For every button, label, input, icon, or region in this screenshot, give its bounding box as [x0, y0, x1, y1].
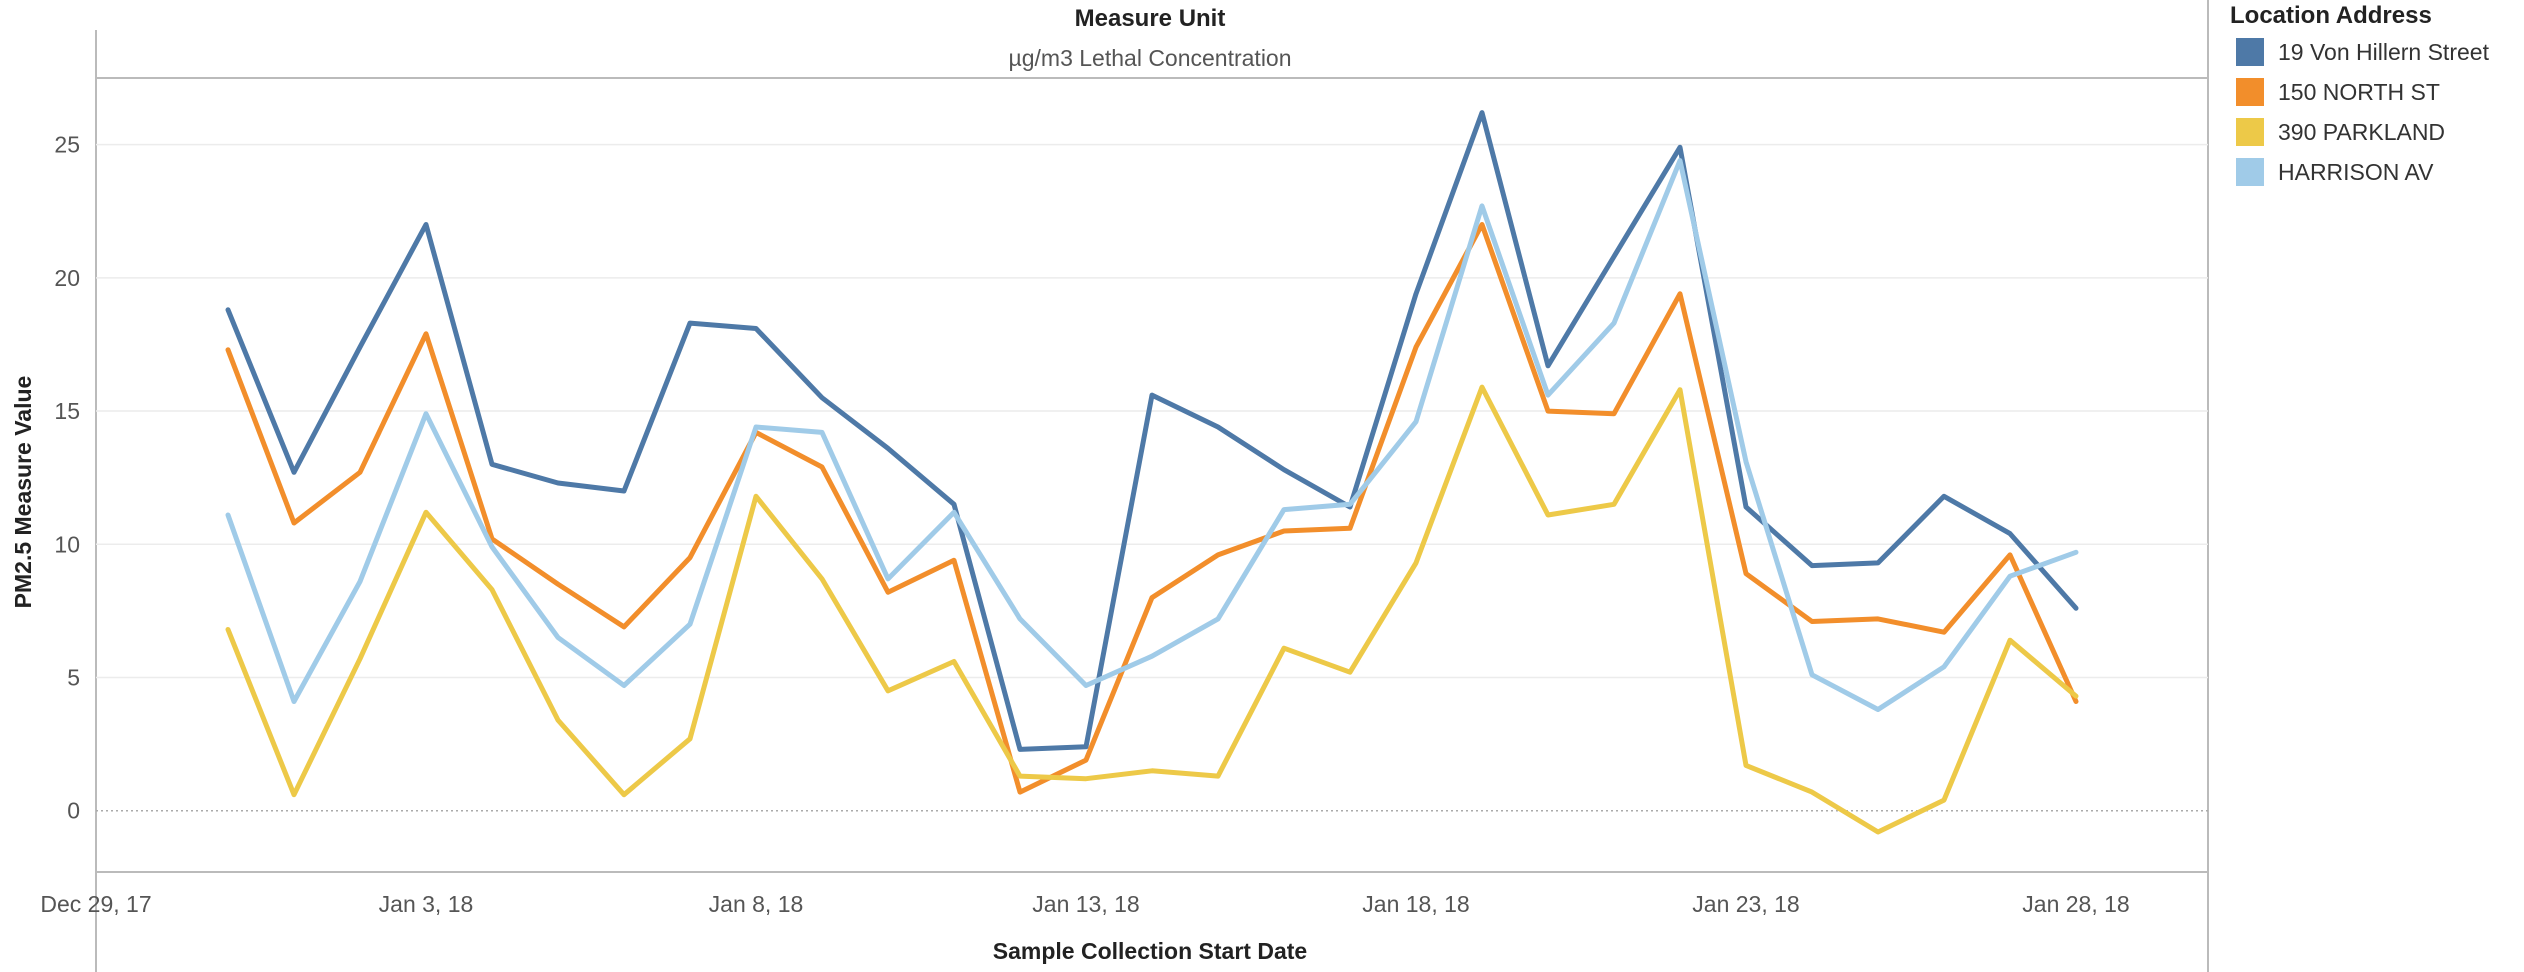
x-tick-label: Jan 8, 18: [709, 891, 804, 917]
legend-swatch: [2236, 38, 2264, 66]
legend: Location Address 19 Von Hillern Street 15…: [2230, 0, 2520, 192]
y-tick-label: 5: [67, 664, 80, 690]
x-tick-label: Jan 13, 18: [1032, 891, 1139, 917]
x-axis-title: Sample Collection Start Date: [993, 938, 1307, 964]
x-tick-label: Jan 3, 18: [379, 891, 474, 917]
legend-swatch: [2236, 118, 2264, 146]
legend-item[interactable]: HARRISON AV: [2230, 152, 2520, 192]
legend-item[interactable]: 150 NORTH ST: [2230, 72, 2520, 112]
series-line-390-parkland[interactable]: [225, 384, 2079, 835]
x-tick-label: Jan 18, 18: [1362, 891, 1469, 917]
x-tick-label: Jan 28, 18: [2022, 891, 2129, 917]
legend-item[interactable]: 390 PARKLAND: [2230, 112, 2520, 152]
series-line-150-north-st[interactable]: [225, 222, 2079, 795]
y-axis-title: PM2.5 Measure Value: [10, 376, 36, 609]
gridlines: [96, 143, 2208, 812]
y-tick-label: 10: [54, 531, 80, 557]
y-tick-label: 15: [54, 398, 80, 424]
legend-label: HARRISON AV: [2278, 158, 2434, 185]
chart-title: Measure Unit: [1075, 5, 1226, 32]
legend-label: 19 Von Hillern Street: [2278, 38, 2489, 65]
x-tick-label: Dec 29, 17: [40, 891, 151, 917]
x-tick-label: Jan 23, 18: [1692, 891, 1799, 917]
y-tick-label: 20: [54, 265, 80, 291]
legend-swatch: [2236, 158, 2264, 186]
chart-subtitle: µg/m3 Lethal Concentration: [1008, 45, 1291, 71]
series-lines: [225, 110, 2079, 835]
legend-title: Location Address: [2230, 2, 2432, 29]
y-tick-label: 0: [67, 798, 80, 824]
series-line-harrison-av[interactable]: [225, 158, 2079, 712]
legend-swatch: [2236, 78, 2264, 106]
legend-label: 390 PARKLAND: [2278, 118, 2446, 145]
x-axis-ticks: Dec 29, 17 Jan 3, 18 Jan 8, 18 Jan 13, 18 Ja…: [40, 891, 2129, 917]
y-tick-label: 25: [54, 132, 80, 158]
y-axis-ticks: 0 5 10 15 20 25: [54, 132, 80, 824]
legend-items: 19 Von Hillern Street 150 NORTH ST 390 PAR…: [2230, 32, 2520, 192]
legend-label: 150 NORTH ST: [2278, 78, 2440, 105]
legend-item[interactable]: 19 Von Hillern Street: [2230, 32, 2520, 72]
